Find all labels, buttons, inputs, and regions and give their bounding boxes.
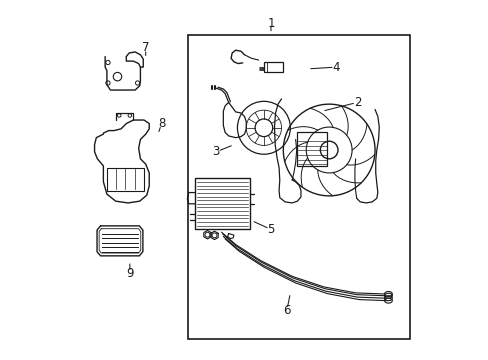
- Text: 2: 2: [353, 96, 361, 109]
- Text: 3: 3: [212, 145, 220, 158]
- Bar: [107, 168, 143, 190]
- Text: 1: 1: [266, 17, 274, 30]
- Text: 8: 8: [158, 117, 165, 130]
- Text: 4: 4: [332, 60, 339, 73]
- Text: 7: 7: [142, 41, 149, 54]
- Bar: [188, 35, 409, 339]
- Bar: [297, 132, 327, 166]
- Text: 6: 6: [283, 304, 290, 317]
- Text: 5: 5: [267, 223, 274, 236]
- Text: 9: 9: [126, 267, 133, 280]
- Bar: [195, 178, 249, 229]
- Bar: [264, 62, 283, 72]
